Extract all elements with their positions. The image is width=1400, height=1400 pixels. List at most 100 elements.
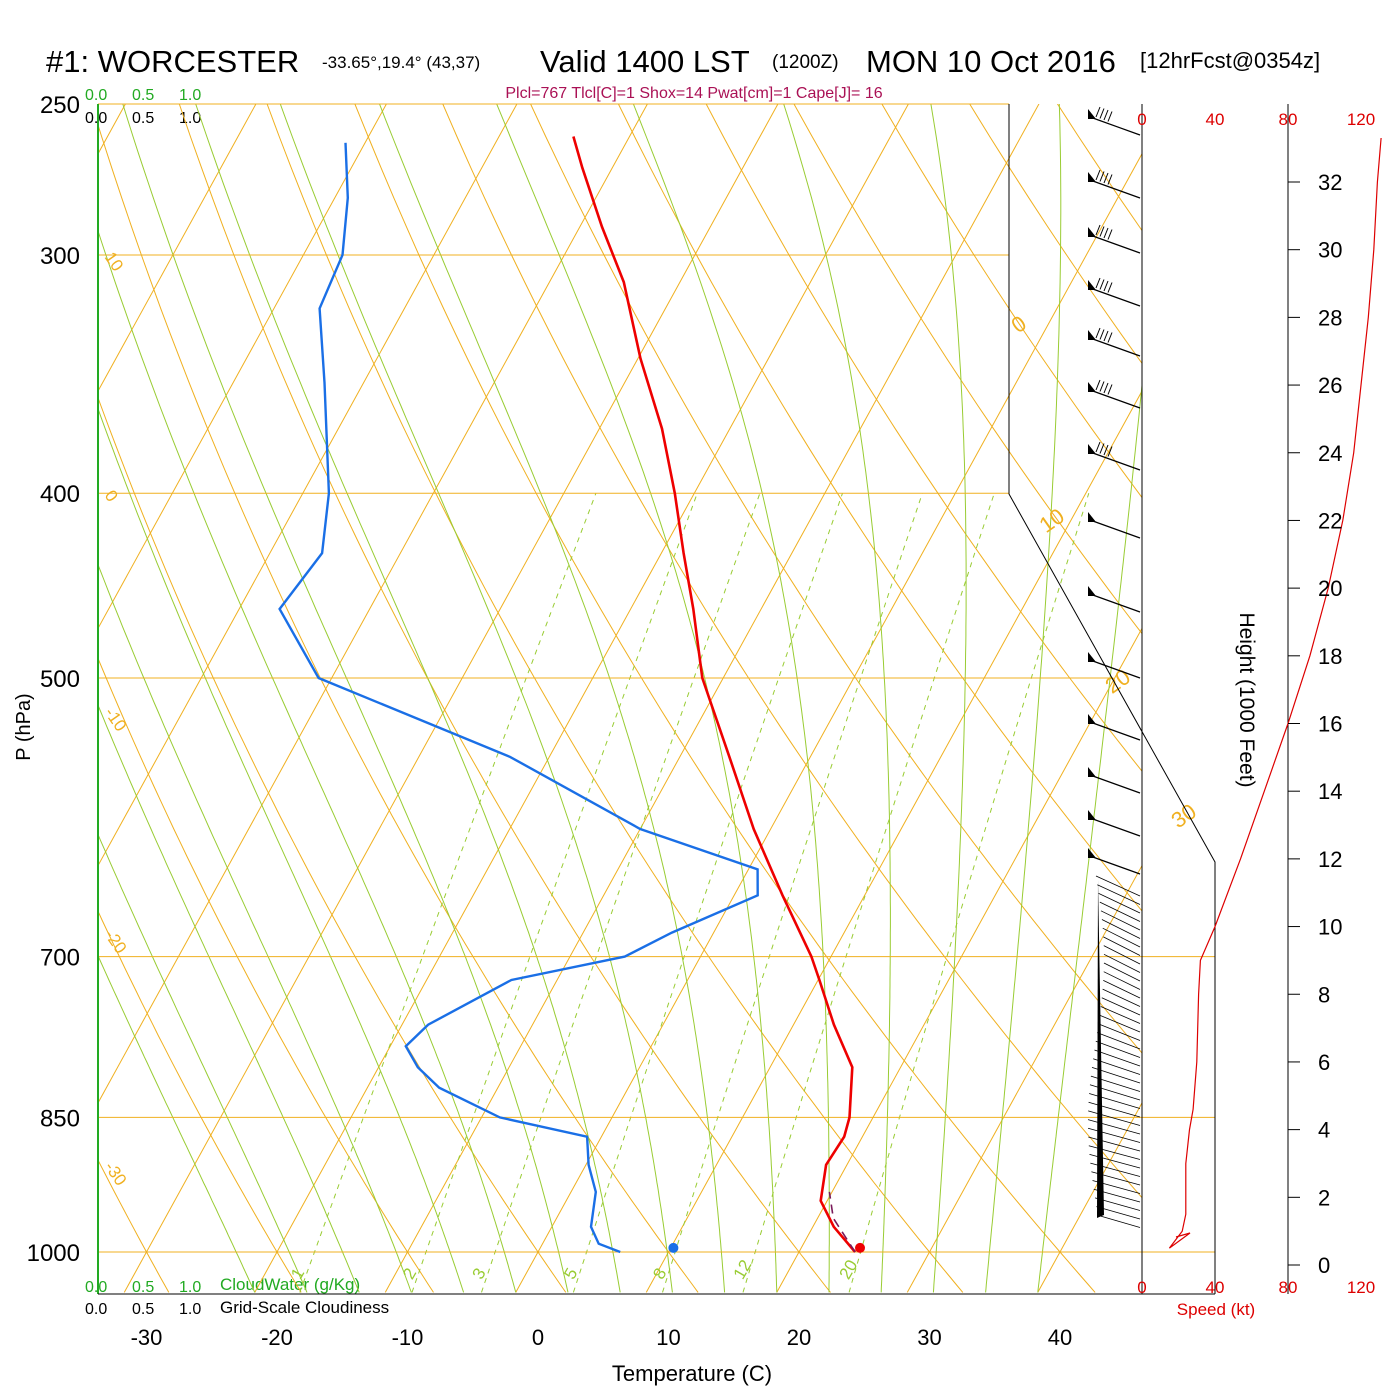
wind-barb — [1101, 919, 1141, 939]
isotherm — [0, 70, 13, 1292]
mixing-ratio-line — [662, 493, 923, 1293]
height-tick-label: 26 — [1318, 373, 1342, 398]
wind-barb-flag — [1088, 444, 1096, 454]
wind-barb — [1098, 893, 1141, 914]
moist-adiabat — [98, 563, 412, 1293]
cloudiness-scale-bottom: 0.0 0.5 1.0 — [85, 1301, 201, 1318]
moist-adiabat — [496, 104, 778, 1293]
isotherm — [1299, 70, 1400, 1292]
wind-barb-feather — [1099, 443, 1105, 454]
wind-barb — [1102, 927, 1141, 948]
wind-barb-feather — [1103, 444, 1109, 456]
dry-adiabat — [266, 104, 964, 1293]
isotherm-label: -30 — [101, 1158, 131, 1189]
wind-barb-feather — [1095, 327, 1101, 339]
speed-axis-bottom: 0 40 80 120 — [1137, 1278, 1375, 1297]
wind-barb-feather — [1107, 229, 1113, 240]
wind-barb — [1089, 116, 1141, 136]
pressure-tick-label: 700 — [40, 945, 80, 972]
wind-barb — [1089, 519, 1141, 539]
isotherm — [98, 104, 387, 630]
dry-adiabat — [98, 657, 434, 1293]
speed-axis-label: Speed (kt) — [1177, 1300, 1255, 1319]
wind-barb — [1089, 774, 1141, 794]
wind-barb — [1103, 971, 1141, 990]
cloud-scale-tick: 0.0 — [85, 110, 107, 127]
moist-adiabat — [1037, 380, 1142, 1293]
station-title: #1: WORCESTER — [46, 44, 299, 79]
wind-barb — [1089, 179, 1141, 199]
speed-tick-bottom: 40 — [1206, 1278, 1225, 1297]
mixing-ratio-line — [299, 493, 597, 1293]
mixing-ratio-label: 12 — [730, 1257, 756, 1283]
height-tick-label: 14 — [1318, 779, 1342, 804]
height-tick-label: 12 — [1318, 847, 1342, 872]
wind-barb-column — [1097, 880, 1104, 1218]
x-axis-label: Temperature (C) — [612, 1361, 772, 1386]
x-tick-label: -30 — [131, 1325, 163, 1350]
wind-barb — [1089, 337, 1141, 357]
parcel-path — [828, 1191, 856, 1253]
wind-barb — [1089, 234, 1141, 254]
wind-barbs — [1087, 106, 1141, 1228]
isotherm — [98, 104, 518, 867]
pressure-tick-label: 250 — [40, 92, 80, 119]
mixing-ratio-label: 20 — [835, 1257, 861, 1283]
wind-barb — [1103, 945, 1141, 965]
moist-adiabat — [783, 104, 891, 1293]
cloud-scale-tick: 0.5 — [132, 1279, 154, 1296]
isotherm-label: -10 — [101, 704, 131, 735]
wind-barb — [1089, 451, 1141, 471]
height-tick-label: 0 — [1318, 1253, 1330, 1278]
pressure-axis: 250 300 400 500 700 850 1000 — [27, 92, 80, 1267]
wind-barb-flag — [1088, 810, 1096, 820]
dewpoint-profile — [278, 142, 759, 1254]
speed-tick-top: 80 — [1279, 110, 1298, 129]
surface-temperature-dot — [855, 1242, 866, 1253]
isotherm — [776, 627, 1142, 1293]
moist-adiabat — [379, 104, 726, 1293]
wind-barb — [1097, 884, 1141, 905]
moist-adiabat — [632, 104, 830, 1293]
wind-barb — [1088, 1136, 1141, 1152]
x-tick-label: -20 — [261, 1325, 293, 1350]
wind-barb — [1087, 1127, 1141, 1143]
isotherm — [98, 104, 648, 1104]
height-tick-label: 30 — [1318, 238, 1342, 263]
pressure-tick-label: 300 — [40, 243, 80, 270]
speed-tick-bottom: 80 — [1279, 1278, 1298, 1297]
height-tick-label: 18 — [1318, 644, 1342, 669]
valid-time: Valid 1400 LST — [540, 44, 750, 79]
x-tick-label: 10 — [656, 1325, 680, 1350]
wind-barb — [1089, 593, 1141, 613]
cloud-scale-tick: 0.0 — [85, 1279, 107, 1296]
wind-barb — [1089, 389, 1141, 409]
dry-adiabat — [793, 104, 1142, 635]
height-tick-label: 8 — [1318, 982, 1330, 1007]
isotherm-label: 20 — [1101, 664, 1135, 699]
height-tick-label: 2 — [1318, 1185, 1330, 1210]
height-tick-label: 20 — [1318, 576, 1342, 601]
isotherm-label: 0 — [1007, 310, 1031, 338]
wind-barb — [1103, 953, 1141, 973]
wind-barb-feather — [1107, 174, 1113, 185]
dry-adiabat — [705, 104, 1142, 772]
wind-barb — [1095, 875, 1141, 897]
wind-barb-flag — [1088, 652, 1096, 662]
frame-right — [1008, 104, 1216, 1294]
cloud-scale-tick: 0.5 — [132, 1301, 154, 1318]
wind-barb — [1089, 817, 1141, 837]
dry-adiabat — [98, 909, 302, 1293]
wind-barb — [1102, 988, 1141, 1007]
wind-barb — [1103, 980, 1141, 999]
wind-barb — [1094, 1049, 1141, 1067]
wind-barb-flag — [1088, 848, 1096, 858]
dry-adiabat — [98, 396, 567, 1293]
dry-adiabat — [1056, 104, 1142, 232]
sounding-indices: Plcl=767 Tlcl[C]=1 Shox=14 Pwat[cm]=1 Ca… — [505, 85, 882, 102]
wind-barb — [1103, 962, 1141, 982]
moist-adiabat — [122, 104, 569, 1293]
wind-barb-feather — [1095, 169, 1101, 181]
mixing-ratio-line — [572, 493, 843, 1293]
